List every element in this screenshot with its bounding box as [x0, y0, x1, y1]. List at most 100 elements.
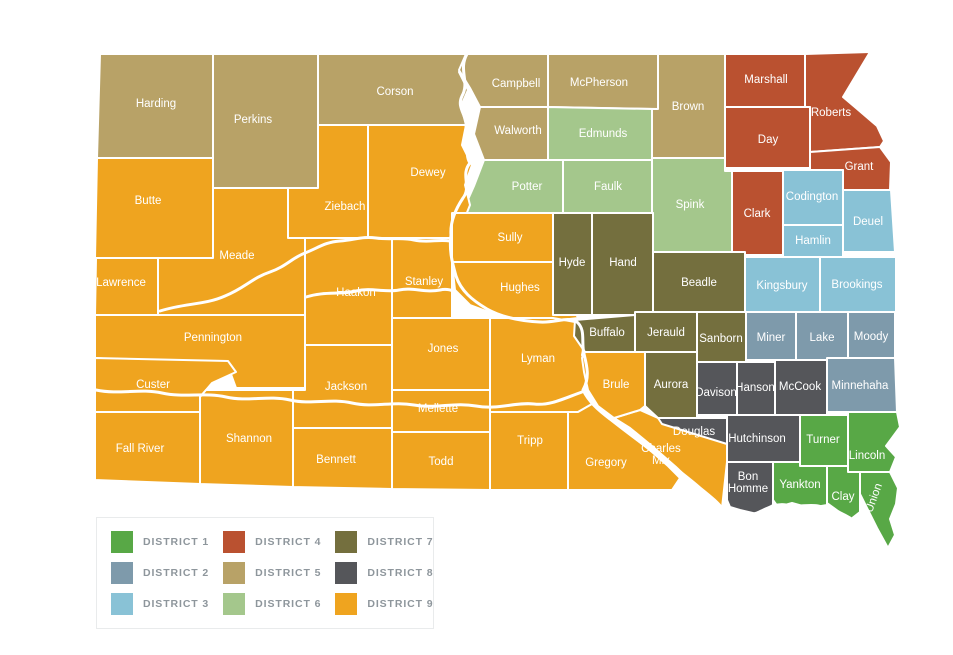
legend-swatch-district-9 — [335, 593, 358, 615]
county-labels: Harding Perkins Corson Campbell McPherson Bro… — [96, 74, 889, 514]
county-label-lawrence: Lawrence — [96, 277, 146, 289]
county-label-lyman: Lyman — [521, 353, 555, 365]
legend-swatch-district-5 — [223, 562, 246, 584]
county-label-sanborn: Sanborn — [699, 333, 742, 345]
county-label-bennett: Bennett — [316, 454, 356, 466]
county-label-day: Day — [758, 134, 779, 146]
county-label-shannon: Shannon — [226, 433, 272, 445]
legend-label: DISTRICT 7 — [367, 536, 434, 548]
county-label-kingsbury: Kingsbury — [756, 280, 807, 292]
county-label-edmunds: Edmunds — [579, 128, 628, 140]
county-label-charles-mix: Charles Mix — [641, 443, 681, 467]
county-label-spink: Spink — [676, 199, 705, 211]
county-label-lincoln: Lincoln — [849, 450, 885, 462]
county-label-perkins: Perkins — [234, 114, 273, 126]
county-label-miner: Miner — [757, 332, 786, 344]
county-label-buffalo: Buffalo — [589, 327, 625, 339]
legend-item-district-3: DISTRICT 3 — [111, 593, 209, 615]
county-label-brule: Brule — [603, 379, 630, 391]
legend-item-district-7: DISTRICT 7 — [335, 531, 433, 553]
county-tripp — [489, 411, 569, 491]
county-deuel — [842, 189, 896, 253]
county-label-brookings: Brookings — [831, 279, 882, 291]
county-label-ziebach: Ziebach — [325, 201, 366, 213]
county-label-roberts: Roberts — [811, 107, 852, 119]
county-butte — [94, 157, 214, 259]
legend-item-district-8: DISTRICT 8 — [335, 562, 433, 584]
legend-item-district-6: DISTRICT 6 — [223, 593, 321, 615]
county-label-mccook: McCook — [779, 381, 821, 393]
county-label-stanley: Stanley — [405, 276, 444, 288]
legend-label: DISTRICT 2 — [143, 567, 210, 579]
legend-swatch-district-2 — [111, 562, 133, 584]
county-label-hughes: Hughes — [500, 282, 540, 294]
county-label-codington: Codington — [786, 191, 838, 203]
county-label-tripp: Tripp — [517, 435, 543, 447]
county-label-marshall: Marshall — [744, 74, 787, 86]
legend-swatch-district-6 — [223, 593, 246, 615]
county-label-faulk: Faulk — [594, 181, 622, 193]
county-label-brown: Brown — [672, 101, 705, 113]
legend-label: DISTRICT 8 — [367, 567, 434, 579]
legend-item-district-4: DISTRICT 4 — [223, 531, 321, 553]
county-label-walworth: Walworth — [494, 125, 542, 137]
county-label-gregory: Gregory — [585, 457, 627, 469]
county-clay — [826, 465, 861, 520]
district-legend: DISTRICT 1 DISTRICT 2 DISTRICT 3 DISTRICT 4… — [96, 517, 434, 629]
county-label-harding: Harding — [136, 98, 176, 110]
county-label-clark: Clark — [744, 208, 771, 220]
county-label-davison: Davison — [695, 387, 737, 399]
cheyenne-river-line — [158, 235, 452, 313]
county-label-todd: Todd — [429, 456, 454, 468]
county-label-aurora: Aurora — [654, 379, 689, 391]
legend-label: DISTRICT 6 — [255, 598, 322, 610]
county-label-hamlin: Hamlin — [795, 235, 831, 247]
county-label-lake: Lake — [810, 332, 835, 344]
county-label-mellette: Mellette — [418, 403, 458, 415]
county-union — [859, 471, 899, 549]
county-label-potter: Potter — [512, 181, 543, 193]
legend-swatch-district-7 — [335, 531, 358, 553]
county-shapes — [94, 51, 901, 549]
county-label-jackson: Jackson — [325, 381, 367, 393]
county-label-deuel: Deuel — [853, 216, 883, 228]
county-label-beadle: Beadle — [681, 277, 717, 289]
county-label-hanson: Hanson — [735, 382, 775, 394]
county-label-haakon: Haakon — [336, 287, 376, 299]
county-label-meade: Meade — [219, 250, 254, 262]
legend-item-district-1: DISTRICT 1 — [111, 531, 209, 553]
legend-swatch-district-4 — [223, 531, 246, 553]
county-lincoln — [847, 411, 901, 473]
county-label-bon-homme: Bon Homme — [728, 471, 768, 495]
county-label-mcpherson: McPherson — [570, 77, 628, 89]
legend-label: DISTRICT 1 — [143, 536, 210, 548]
county-label-butte: Butte — [135, 195, 162, 207]
legend-item-district-2: DISTRICT 2 — [111, 562, 209, 584]
county-label-grant: Grant — [845, 161, 875, 173]
legend-label: DISTRICT 4 — [255, 536, 322, 548]
county-label-douglas: Douglas — [673, 426, 715, 438]
county-label-pennington: Pennington — [184, 332, 242, 344]
county-label-corson: Corson — [376, 86, 413, 98]
county-label-yankton: Yankton — [779, 479, 820, 491]
county-buffalo — [573, 314, 636, 353]
county-label-hyde: Hyde — [559, 257, 586, 269]
legend-swatch-district-1 — [111, 531, 133, 553]
legend-swatch-district-8 — [335, 562, 358, 584]
legend-label: DISTRICT 5 — [255, 567, 322, 579]
missouri-river-line — [448, 52, 852, 520]
county-label-dewey: Dewey — [410, 167, 445, 179]
county-label-hand: Hand — [609, 257, 637, 269]
legend-label: DISTRICT 9 — [367, 598, 434, 610]
bad-river-line — [304, 287, 459, 299]
county-label-hutchinson: Hutchinson — [728, 433, 786, 445]
county-label-sully: Sully — [498, 232, 523, 244]
county-roberts — [804, 51, 885, 153]
county-label-moody: Moody — [854, 331, 889, 343]
county-label-fall-river: Fall River — [116, 443, 165, 455]
legend-item-district-5: DISTRICT 5 — [223, 562, 321, 584]
river-lines — [94, 52, 852, 520]
county-label-custer: Custer — [136, 379, 170, 391]
